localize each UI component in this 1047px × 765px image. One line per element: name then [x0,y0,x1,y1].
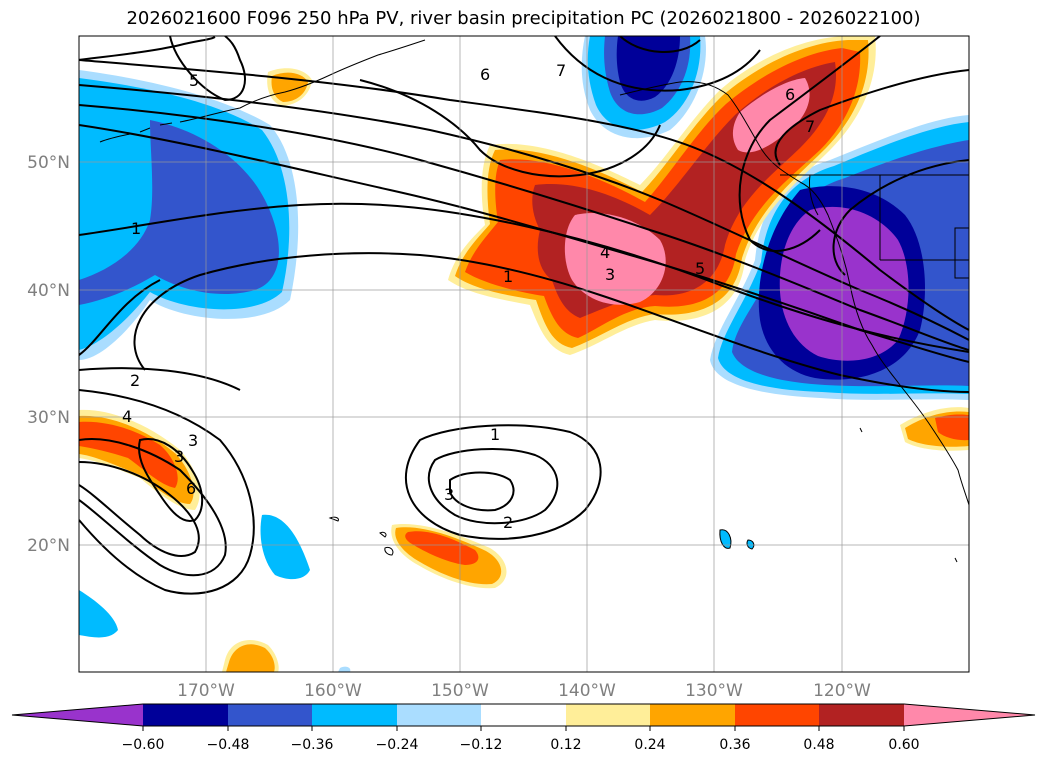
colorbar-segment [650,704,735,726]
contour-label: 2 [130,371,140,390]
colorbar-segment [228,704,312,726]
colorbar-tick-label: 0.12 [550,737,581,753]
contour-labels: 5 6 7 1 4 3 5 1 6 7 2 4 3 3 6 1 3 2 [122,61,815,532]
lon-tick-label: 160°W [304,681,362,701]
neg-blob-sw [79,590,118,638]
lon-tick-label: 130°W [685,681,743,701]
lat-axis: 50°N 40°N 30°N 20°N [27,153,70,556]
contour-label: 3 [188,431,198,450]
lon-axis: 170°W 160°W 150°W 140°W 130°W 120°W [177,681,871,701]
lat-tick-label: 40°N [27,281,70,301]
colorbar-tick-label: −0.12 [460,737,503,753]
contour-label: 7 [805,117,815,136]
lon-tick-label: 120°W [813,681,871,701]
colorbar-tick-label: 0.60 [888,737,919,753]
map-frame [78,35,970,673]
pv-contour-layer [79,36,969,595]
colorbar-tick-label: 0.48 [803,737,834,753]
lon-tick-label: 150°W [431,681,489,701]
lon-tick-label: 140°W [558,681,616,701]
contour-label: 4 [122,407,132,426]
colorbar-extend-min [12,704,143,726]
coastline-layer [99,39,969,563]
contour-label: 7 [556,61,566,80]
contour-label: 1 [131,219,141,238]
contour-label: 5 [189,71,199,90]
contour-label: 6 [785,85,795,104]
colorbar-tick-label: 0.24 [634,737,665,753]
colorbar-tick-label: −0.60 [122,737,165,753]
contour-label: 3 [605,265,615,284]
contour-label: 5 [695,259,705,278]
lat-tick-label: 50°N [27,153,70,173]
map-title: 2026021600 F096 250 hPa PV, river basin … [126,8,921,29]
colorbar: −0.60 −0.48 −0.36 −0.24 −0.12 0.12 0.24 … [11,703,1036,753]
grid-layer [79,36,969,672]
contour-label: 1 [503,267,513,286]
colorbar-segment [566,704,650,726]
contour-label: 6 [480,65,490,84]
colorbar-tick-label: 0.36 [719,737,750,753]
neg-blob-small [719,529,731,549]
contour-label: 4 [600,243,610,262]
lat-tick-label: 20°N [27,536,70,556]
colorbar-segment [143,704,228,726]
neg-blob-south1 [260,514,310,580]
colorbar-tick-label: −0.48 [207,737,250,753]
colorbar-tick-label: −0.24 [376,737,419,753]
lon-tick-label: 170°W [177,681,235,701]
colorbar-segment [735,704,819,726]
contour-label: 1 [490,425,500,444]
lat-tick-label: 30°N [27,408,70,428]
contour-label: 6 [186,479,196,498]
colorbar-tick-label: −0.36 [291,737,334,753]
colorbar-segment [819,704,904,726]
colorbar-extend-max [904,704,1035,726]
contour-label: 3 [444,485,454,504]
colorbar-segment [481,704,566,726]
contour-label: 2 [503,513,513,532]
colorbar-segment [312,704,397,726]
contour-label: 3 [174,447,184,466]
colorbar-segment [397,704,481,726]
